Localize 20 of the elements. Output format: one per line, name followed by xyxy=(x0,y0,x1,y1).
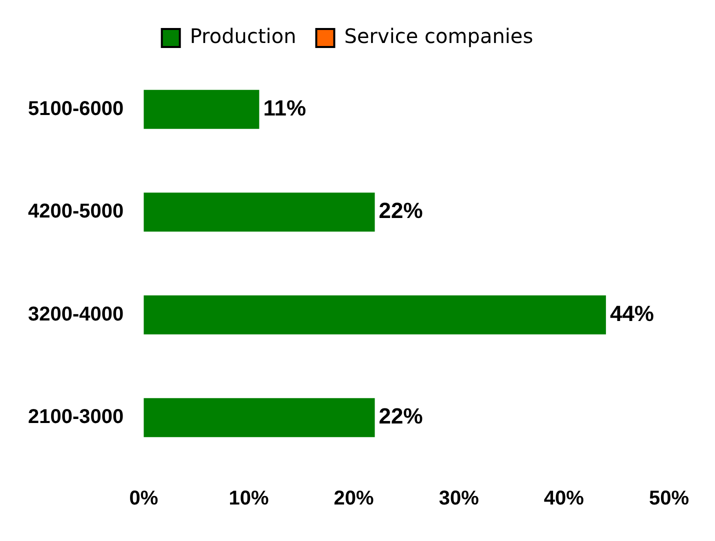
legend-label: Production xyxy=(190,24,296,48)
bar xyxy=(144,192,375,232)
data-label: 11% xyxy=(263,95,306,120)
x-tick-label: 30% xyxy=(438,488,480,510)
y-tick-label: 2100-3000 xyxy=(28,406,124,428)
x-tick-label: 10% xyxy=(228,488,269,510)
x-tick-label: 40% xyxy=(544,488,584,510)
x-tick-label: 0% xyxy=(129,488,158,510)
y-tick-label: 4200-5000 xyxy=(28,200,124,223)
bar xyxy=(144,90,260,129)
legend-label: Service companies xyxy=(344,24,534,48)
data-label: 44% xyxy=(610,300,654,326)
bar xyxy=(144,295,606,334)
bar xyxy=(144,398,375,438)
x-tick-label: 20% xyxy=(334,488,374,510)
x-tick-label: 50% xyxy=(648,488,690,510)
data-label: 22% xyxy=(378,198,423,224)
y-tick-label: 5100-6000 xyxy=(28,98,124,120)
data-label: 22% xyxy=(378,404,423,429)
y-tick-label: 3200-4000 xyxy=(28,303,124,326)
